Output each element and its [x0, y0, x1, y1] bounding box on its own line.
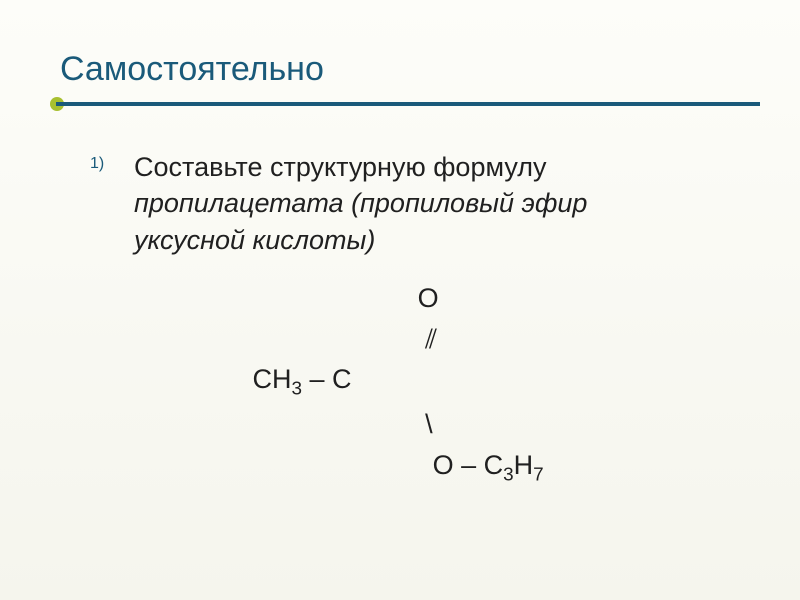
formula-sub3b: 3 [503, 464, 514, 485]
formula-spacing [170, 450, 433, 480]
formula-single-bond: \ [425, 409, 433, 439]
task-italic1: пропилацетата (пропиловый эфир [134, 188, 587, 218]
formula-line-5: O – C3H7 [170, 445, 760, 490]
formula-spacing [170, 283, 418, 313]
formula-spacing [170, 324, 425, 354]
title-underline [50, 97, 760, 109]
title-section: Самостоятельно [50, 50, 760, 89]
slide-title: Самостоятельно [60, 50, 760, 89]
list-number: 1) [90, 155, 110, 173]
underline-bar [56, 102, 760, 106]
formula-line-1: O [170, 278, 760, 319]
task-line1: Составьте структурную формулу [134, 152, 547, 182]
task-text: Составьте структурную формулу пропилацет… [134, 149, 587, 258]
formula-line-2: ⫽ [170, 319, 760, 360]
formula-oc: O – C [433, 450, 504, 480]
chemical-formula: O ⫽ CH3 – C \ O – C3H7 [170, 278, 760, 489]
formula-spacing [170, 409, 425, 439]
formula-atom-o: O [418, 283, 439, 313]
formula-c: – C [302, 364, 352, 394]
list-item: 1) Составьте структурную формулу пропила… [90, 149, 760, 258]
formula-double-bond: ⫽ [425, 324, 437, 354]
content-area: 1) Составьте структурную формулу пропила… [50, 149, 760, 489]
formula-sub3: 3 [292, 379, 303, 400]
formula-sub7: 7 [533, 464, 544, 485]
formula-h: H [514, 450, 534, 480]
formula-line-4: \ [170, 404, 760, 445]
slide-container: Самостоятельно 1) Составьте структурную … [0, 0, 800, 600]
formula-line-3: CH3 – C [170, 359, 760, 404]
task-italic2: уксусной кислоты) [134, 225, 375, 255]
formula-ch: CH [170, 364, 292, 394]
